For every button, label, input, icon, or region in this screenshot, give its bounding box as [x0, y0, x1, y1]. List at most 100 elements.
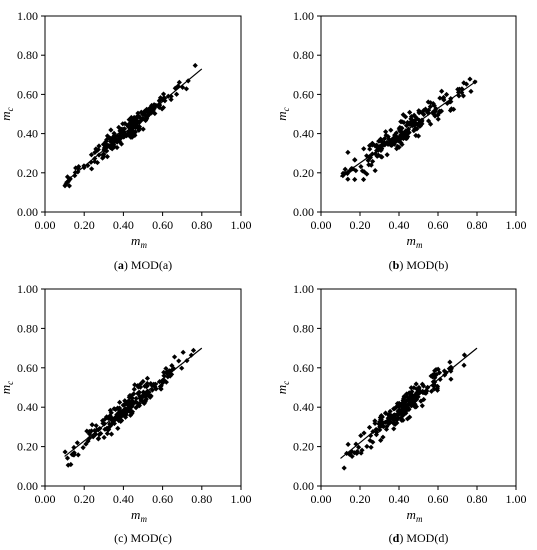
data-point — [73, 165, 79, 171]
y-tick-label: 0.80 — [293, 48, 314, 62]
data-point — [419, 381, 425, 387]
data-point — [394, 416, 400, 422]
data-point — [117, 130, 123, 137]
data-point — [93, 431, 99, 437]
trend-line — [64, 68, 203, 184]
data-point — [398, 140, 404, 146]
data-point — [381, 136, 388, 142]
data-point — [143, 393, 149, 400]
data-point — [126, 405, 132, 412]
data-point — [370, 141, 376, 147]
data-point — [179, 365, 185, 371]
data-point — [115, 425, 121, 431]
data-point — [372, 167, 378, 174]
data-point — [408, 116, 414, 122]
data-point — [436, 370, 443, 376]
data-point — [89, 422, 95, 428]
data-point — [413, 403, 419, 410]
x-tick-label: 0.00 — [311, 492, 332, 506]
data-point — [400, 131, 407, 138]
data-point — [110, 418, 116, 425]
data-point — [433, 106, 439, 112]
data-point — [180, 349, 186, 355]
data-point — [421, 111, 427, 118]
data-point — [366, 424, 373, 431]
data-point — [127, 394, 133, 400]
y-tick-label: 0.60 — [293, 87, 314, 101]
x-tick-label: 0.20 — [74, 218, 95, 232]
data-point — [111, 134, 117, 140]
data-point — [461, 80, 467, 86]
data-point — [88, 152, 95, 158]
data-point — [376, 419, 383, 425]
data-point — [435, 116, 441, 122]
data-point — [100, 154, 107, 160]
data-point — [143, 384, 150, 390]
data-point — [388, 127, 394, 133]
data-point — [107, 421, 113, 427]
data-point — [358, 450, 364, 456]
data-point — [391, 406, 398, 412]
chart-panel-c: 0.00 0.20 0.40 0.60 0.80 1.00 0.00 0.20 0.40 0.60… — [0, 282, 252, 545]
y-tick-label: 0.00 — [293, 205, 314, 219]
data-point — [173, 91, 180, 97]
data-point — [398, 119, 404, 125]
data-point — [98, 430, 104, 437]
data-point — [120, 126, 126, 132]
y-tick-label: 0.20 — [293, 166, 314, 180]
data-point — [102, 416, 108, 422]
trend-line — [64, 347, 203, 457]
data-point — [108, 127, 114, 133]
data-point — [127, 412, 134, 418]
data-point — [345, 441, 351, 447]
data-point — [153, 385, 159, 392]
data-point — [427, 121, 434, 127]
data-point — [114, 144, 120, 151]
data-point — [104, 414, 110, 420]
data-point — [86, 428, 92, 435]
data-point — [372, 143, 378, 149]
x-tick-label: 0.00 — [35, 218, 56, 232]
data-point — [347, 451, 353, 457]
chart-panel-a: 0.00 0.20 0.40 0.60 0.80 1.00 0.00 0.20 0.40 0.60… — [0, 9, 252, 272]
data-point — [132, 132, 138, 139]
data-point — [368, 162, 374, 168]
data-point — [105, 415, 111, 421]
data-point — [398, 417, 405, 423]
data-point — [368, 433, 374, 439]
data-point — [107, 143, 113, 149]
data-point — [116, 407, 123, 413]
data-point — [441, 97, 447, 103]
data-point — [463, 81, 470, 87]
data-point — [435, 112, 441, 118]
data-point — [113, 415, 119, 421]
data-point — [438, 108, 445, 114]
x-tick-label: 0.80 — [467, 492, 488, 506]
data-point — [111, 406, 117, 412]
data-point — [107, 135, 113, 141]
y-tick-label: 0.40 — [17, 127, 38, 141]
panel-caption: (d) MOD(d) — [389, 531, 449, 545]
x-tick-label: 1.00 — [231, 492, 252, 506]
data-point — [354, 450, 360, 457]
data-point — [360, 176, 367, 183]
data-point — [397, 136, 403, 142]
data-point — [65, 462, 71, 468]
data-point — [455, 89, 462, 96]
panel-caption: (b) MOD(b) — [389, 258, 449, 272]
data-point — [432, 108, 439, 114]
scatter-points — [62, 347, 197, 468]
data-point — [83, 441, 89, 447]
data-point — [149, 102, 155, 109]
data-point — [419, 121, 425, 127]
data-point — [407, 394, 413, 401]
data-point — [144, 391, 150, 397]
x-axis-title: mm — [407, 507, 423, 524]
data-point — [167, 373, 173, 379]
data-point — [85, 438, 91, 444]
data-point — [89, 166, 95, 172]
data-point — [111, 130, 117, 136]
trend-line — [340, 347, 478, 459]
data-point — [391, 134, 398, 140]
y-axis-title: mc — [274, 107, 291, 120]
